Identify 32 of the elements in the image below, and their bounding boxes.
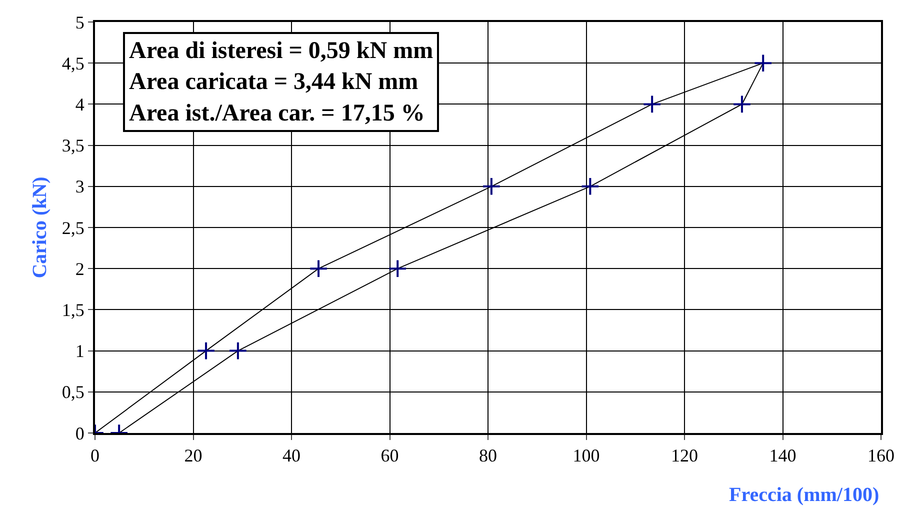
point xyxy=(580,177,600,196)
point xyxy=(754,54,772,72)
x-tick-label: 0 xyxy=(90,446,100,466)
y-tick-label: 3,5 xyxy=(62,136,84,156)
x-tick-label: 100 xyxy=(572,446,600,466)
x-tick-label: 40 xyxy=(282,446,300,466)
point xyxy=(228,341,248,360)
y-tick-label: 4 xyxy=(75,94,84,114)
x-tick-label: 20 xyxy=(184,446,202,466)
y-axis-title: Carico (kN) xyxy=(28,176,51,278)
point xyxy=(732,94,752,114)
y-tick-label: 0,5 xyxy=(62,382,84,402)
y-tick-label: 1 xyxy=(75,341,84,362)
x-tick-label: 120 xyxy=(671,446,698,466)
x-tick-label: 140 xyxy=(769,446,796,466)
y-tick-label: 2,5 xyxy=(62,218,84,238)
y-tick-label: 0 xyxy=(75,423,84,444)
point xyxy=(388,259,408,278)
y-tick-label: 2 xyxy=(75,258,84,279)
annotation: Area di isteresi = 0,59 kN mm Area caricata = 3,44 kN mm Area ist./Area car. = 17,15 % xyxy=(129,38,434,126)
point xyxy=(642,94,662,114)
x-tick-label: 60 xyxy=(380,446,399,466)
y-tick-label: 3 xyxy=(75,176,84,197)
y-tick-label: 4,5 xyxy=(62,53,84,74)
x-tick-label: 80 xyxy=(479,446,497,466)
point xyxy=(309,259,328,278)
y-tick-label: 1,5 xyxy=(62,300,84,320)
x-tick-label: 160 xyxy=(868,446,894,466)
y-tick-label: 5 xyxy=(75,12,84,32)
point xyxy=(482,177,501,196)
x-axis-title: Freccia (mm/100) xyxy=(729,484,880,506)
point xyxy=(196,341,216,360)
